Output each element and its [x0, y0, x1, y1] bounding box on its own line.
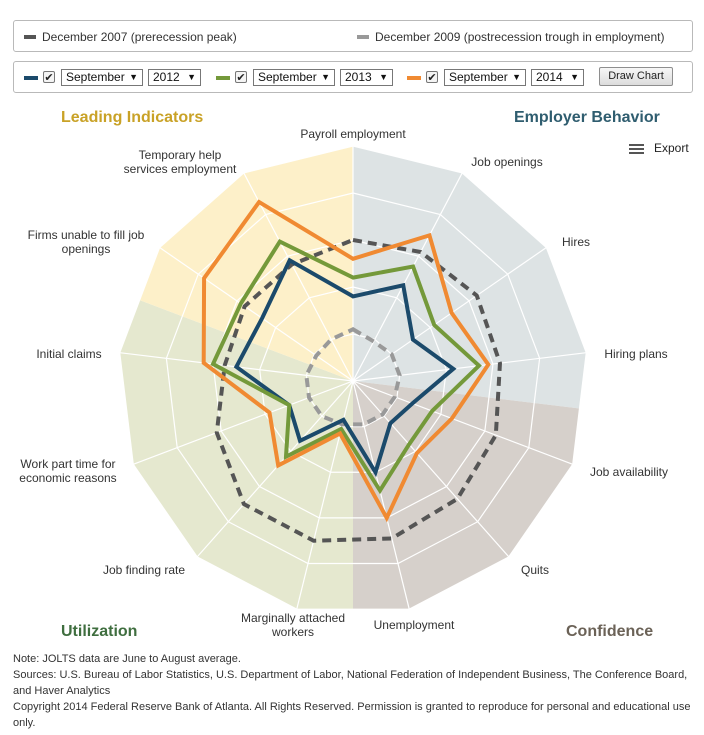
grid-spoke	[243, 172, 354, 382]
chevron-down-icon: ▼	[379, 72, 388, 82]
series-swatch	[216, 76, 230, 80]
grid-spoke	[196, 380, 354, 558]
axis-label: Job finding rate	[103, 563, 185, 577]
sector-employer	[353, 146, 587, 409]
series-line	[210, 238, 482, 495]
year-select[interactable]: 2012 ▼	[148, 69, 201, 86]
grid-spoke	[159, 247, 354, 382]
chevron-down-icon: ▼	[187, 72, 196, 82]
axis-labels: Payroll employment Job openings Hires Hirin…	[19, 127, 668, 639]
copyright-text: Copyright 2014 Federal Reserve Bank of A…	[13, 701, 691, 729]
draw-chart-button[interactable]: Draw Chart	[599, 67, 673, 86]
year-select-value: 2013	[345, 70, 372, 84]
axis-label: Work part time for economic reasons	[19, 457, 116, 485]
series-line	[201, 199, 491, 523]
date-controls: ✔ September ▼ 2012 ▼ ✔ September ▼ 2013 ▼ ✔ …	[13, 61, 693, 93]
legend-swatch	[357, 34, 369, 39]
grid-spoke	[133, 380, 354, 465]
month-select-value: September	[258, 70, 317, 84]
series-swatch	[407, 76, 421, 80]
chart-series	[201, 199, 502, 543]
year-select[interactable]: 2014 ▼	[531, 69, 584, 86]
axis-label: Initial claims	[36, 347, 101, 361]
grid-ring	[119, 145, 587, 610]
quadrant-title-confidence: Confidence	[566, 623, 654, 640]
note-text: Note: JOLTS data are June to August aver…	[13, 653, 241, 665]
year-select-value: 2012	[153, 70, 180, 84]
axis-label: Quits	[521, 563, 549, 577]
year-select[interactable]: 2013 ▼	[340, 69, 393, 86]
series-checkbox[interactable]: ✔	[235, 71, 247, 84]
month-select-value: September	[449, 70, 508, 84]
menu-icon	[629, 142, 644, 156]
legend-item-dec-2007[interactable]: December 2007 (prerecession peak)	[24, 30, 237, 44]
grid-spoke	[352, 380, 573, 465]
quadrant-title-utilization: Utilization	[61, 623, 138, 640]
month-select[interactable]: September ▼	[253, 69, 335, 86]
quadrant-title-employer: Employer Behavior	[514, 109, 660, 126]
chevron-down-icon: ▼	[570, 72, 579, 82]
chart-grid	[119, 145, 587, 610]
grid-spoke	[352, 247, 547, 382]
chevron-down-icon: ▼	[129, 72, 138, 82]
month-select[interactable]: September ▼	[61, 69, 143, 86]
sources-text: Sources: U.S. Bureau of Labor Statistics…	[13, 669, 688, 697]
grid-ring	[212, 239, 494, 519]
grid-spoke	[352, 172, 463, 382]
year-select-value: 2014	[536, 70, 563, 84]
grid-spoke	[352, 352, 587, 382]
legend: December 2007 (prerecession peak) Decemb…	[13, 20, 693, 52]
export-label: Export	[654, 141, 689, 155]
chevron-down-icon: ▼	[512, 72, 521, 82]
grid-spoke	[352, 380, 410, 610]
axis-label: Hires	[562, 235, 590, 249]
axis-label: Hiring plans	[604, 347, 667, 361]
axis-label: Firms unable to fill job openings	[28, 228, 145, 256]
sector-confidence	[353, 381, 580, 610]
series-checkbox[interactable]: ✔	[43, 71, 55, 84]
series-line	[304, 327, 402, 427]
sector-leading	[139, 146, 353, 381]
legend-label: December 2007 (prerecession peak)	[42, 30, 237, 44]
series-checkbox[interactable]: ✔	[426, 71, 438, 84]
axis-label: Job availability	[590, 465, 668, 479]
axis-label: Payroll employment	[300, 127, 406, 141]
axis-label: Job openings	[471, 155, 542, 169]
export-button[interactable]: Export	[629, 141, 689, 156]
legend-swatch	[24, 34, 36, 39]
legend-label: December 2009 (postrecession trough in e…	[375, 30, 665, 44]
series-line	[233, 257, 457, 478]
quadrant-title-leading: Leading Indicators	[61, 109, 204, 126]
series-line	[214, 237, 502, 543]
month-select[interactable]: September ▼	[444, 69, 526, 86]
chevron-down-icon: ▼	[321, 72, 330, 82]
month-select-value: September	[66, 70, 125, 84]
series-swatch	[24, 76, 38, 80]
axis-label: Temporary help services employment	[124, 148, 237, 176]
grid-ring	[259, 286, 447, 473]
grid-spoke	[352, 380, 510, 558]
legend-item-dec-2009[interactable]: December 2009 (postrecession trough in e…	[357, 30, 664, 44]
axis-label: Marginally attached workers	[241, 611, 345, 639]
grid-ring	[165, 192, 541, 565]
axis-label: Unemployment	[374, 618, 455, 632]
notes: Note: JOLTS data are June to August aver…	[13, 651, 693, 731]
